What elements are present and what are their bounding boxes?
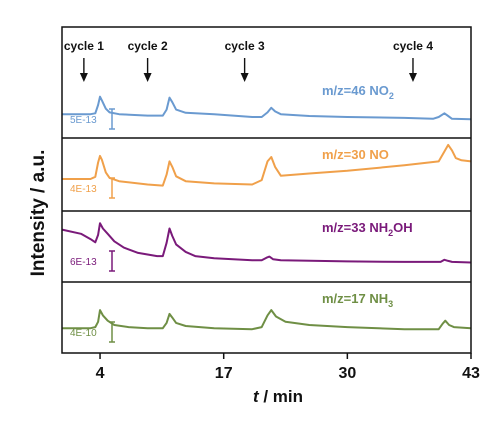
series-label-main: m/z=33 NH	[322, 220, 388, 235]
series-label-no2: m/z=46 NO2	[322, 83, 394, 101]
series-label-sub: 2	[389, 91, 394, 101]
scale-label-no2: 5E-13	[70, 115, 97, 126]
cycle-markers: cycle 1 cycle 2 cycle 3 cycle 4	[64, 39, 433, 82]
x-axis-label-italic: t	[253, 387, 260, 406]
cycle-arrow-head	[79, 73, 88, 82]
series-label-no: m/z=30 NO	[322, 147, 389, 162]
cycle-label: cycle 2	[128, 39, 168, 53]
axes-layer: 4 17 30 43	[61, 26, 480, 382]
panel-no: m/z=30 NO 4E-13	[62, 143, 472, 199]
series-line-nh3	[62, 309, 472, 331]
x-axis-label-rest: / min	[259, 387, 303, 406]
x-tick-label: 30	[338, 365, 356, 382]
y-axis-label: Intensity / a.u.	[28, 150, 49, 277]
series-label-nh3: m/z=17 NH3	[322, 291, 393, 309]
series-line-no2	[62, 95, 472, 121]
cycle-arrow-head	[408, 73, 417, 82]
cycle-annotation: cycle 3	[225, 39, 265, 82]
series-label-nh2oh: m/z=33 NH2OH	[322, 220, 413, 238]
series-label-sub: 3	[388, 299, 393, 309]
plot-frame	[61, 26, 472, 354]
x-tick-label: 43	[462, 365, 480, 382]
series-line-nh2oh	[61, 222, 472, 264]
cycle-label: cycle 3	[225, 39, 265, 53]
scale-label-nh3: 4E-10	[70, 328, 97, 339]
panel-no2: m/z=46 NO2 5E-13	[62, 83, 472, 130]
cycle-label: cycle 1	[64, 39, 104, 53]
cycle-annotation: cycle 2	[128, 39, 168, 82]
cycle-arrow-head	[143, 73, 152, 82]
series-label-main: m/z=46 NO	[322, 83, 389, 98]
cycle-arrow-head	[240, 73, 249, 82]
cycle-annotation: cycle 1	[64, 39, 104, 82]
series-label-tail: OH	[393, 220, 413, 235]
x-tick-label: 17	[215, 365, 233, 382]
x-tick-label: 4	[96, 365, 105, 382]
x-axis-label: t / min	[253, 387, 303, 406]
series-line-no	[62, 143, 472, 187]
cycle-label: cycle 4	[393, 39, 433, 53]
panel-nh2oh: m/z=33 NH2OH 6E-13	[61, 220, 472, 272]
series-label-sub: 2	[388, 228, 393, 238]
panel-nh3: m/z=17 NH3 4E-10	[62, 291, 472, 343]
series-label-main: m/z=17 NH	[322, 291, 388, 306]
scale-label-nh2oh: 6E-13	[70, 257, 97, 268]
series-label-main: m/z=30 NO	[322, 147, 389, 162]
scale-label-no: 4E-13	[70, 184, 97, 195]
cycle-annotation: cycle 4	[393, 39, 433, 82]
